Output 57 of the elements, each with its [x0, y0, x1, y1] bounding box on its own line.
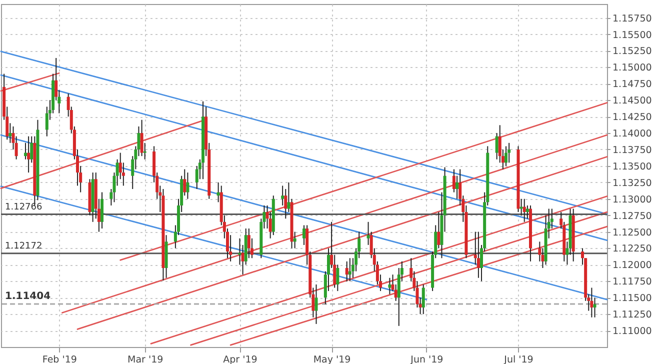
y-tick-label: 1.11750	[612, 276, 652, 288]
y-tick-label: 1.12500	[612, 227, 652, 238]
y-tick-label: 1.12250	[612, 244, 652, 255]
ref-line-label: 1.12766	[5, 202, 42, 212]
y-tick-label: 1.14750	[612, 79, 652, 90]
y-tick-label: 1.13750	[612, 144, 652, 156]
candlestick	[8, 122, 12, 144]
y-tick-label: 1.11000	[612, 326, 652, 338]
candlestick	[293, 231, 296, 249]
ref-line-label: 1.11404	[5, 290, 51, 302]
y-tick-label: 1.12750	[612, 210, 652, 222]
candlestick	[183, 168, 186, 196]
candlestick	[437, 212, 440, 249]
candlestick	[140, 119, 144, 157]
candlestick	[590, 287, 594, 318]
candlestick	[593, 297, 596, 318]
y-tick-label: 1.12000	[612, 260, 652, 272]
x-tick-label: Mar '19	[128, 354, 164, 364]
candlestick	[24, 142, 27, 160]
y-tick-label: 1.11250	[612, 310, 652, 321]
candlestick	[388, 277, 392, 295]
candlestick	[504, 146, 508, 166]
candlestick	[348, 258, 352, 282]
y-tick-label: 1.14500	[612, 96, 652, 107]
candlestick	[216, 182, 220, 203]
candlestick	[247, 228, 250, 259]
candlestick	[100, 192, 104, 229]
y-tick-label: 1.15500	[612, 30, 652, 41]
candlestick	[27, 136, 30, 174]
y-tick-label: 1.13000	[612, 194, 652, 206]
x-tick-label: Feb '19	[42, 354, 77, 364]
y-tick-label: 1.15000	[612, 62, 652, 74]
y-tick-label: 1.15250	[612, 46, 652, 58]
candlestick	[345, 260, 348, 282]
candlestick	[186, 172, 190, 200]
candlestick	[238, 238, 242, 266]
y-tick-label: 1.13500	[612, 161, 652, 172]
candlestick	[281, 185, 284, 206]
candlestick	[508, 142, 511, 164]
candlestick	[302, 224, 306, 246]
candlestick	[366, 221, 370, 246]
candlestick	[476, 231, 480, 278]
candlestick	[336, 264, 340, 292]
y-tick-label: 1.14250	[612, 112, 652, 124]
candlestick	[522, 198, 526, 222]
candlestick	[526, 204, 529, 220]
y-tick-label: 1.14000	[612, 128, 652, 140]
candlestick	[456, 175, 459, 200]
ref-line-label: 1.12172	[5, 241, 42, 252]
y-tick-label: 1.15750	[612, 13, 652, 24]
candlestick	[422, 284, 425, 315]
candlestick	[143, 142, 146, 160]
candlestick	[287, 182, 290, 213]
y-tick-label: 1.11500	[612, 293, 652, 304]
candlestick	[314, 284, 318, 324]
y-tick-label: 1.13250	[612, 178, 652, 189]
candlestick	[495, 132, 498, 160]
